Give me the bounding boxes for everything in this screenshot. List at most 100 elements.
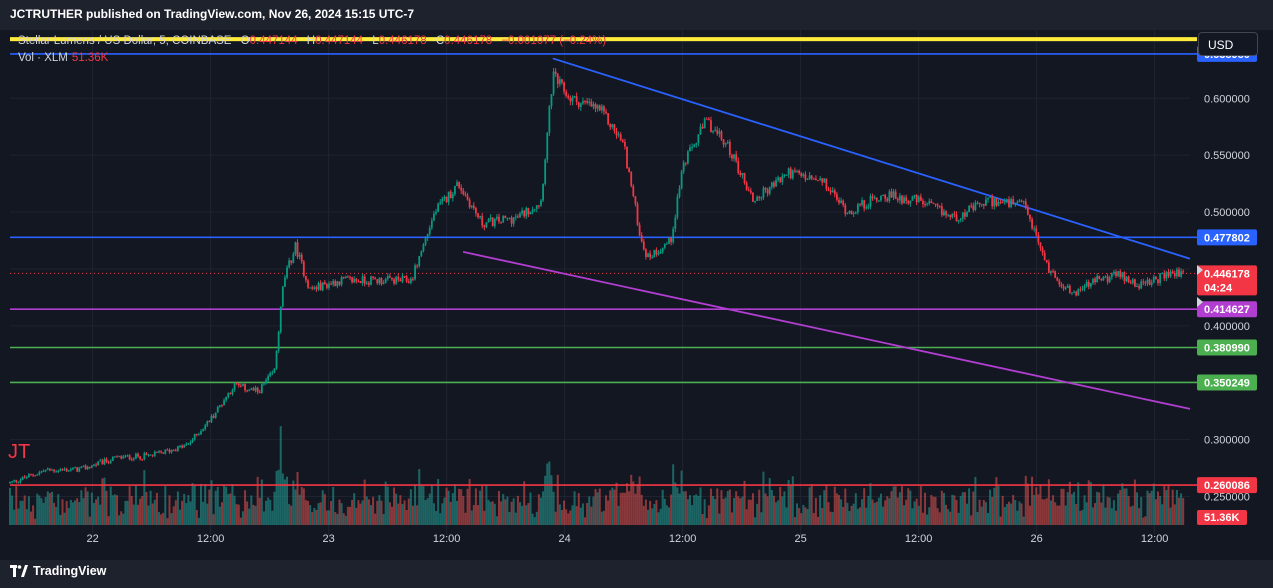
candle-body [206,421,209,426]
volume-bar [531,513,534,525]
candle-body [665,243,668,245]
volume-bar [151,503,154,525]
volume-label[interactable]: Vol · XLM [18,52,68,64]
symbol-name[interactable]: Stellar Lumens / US Dollar, 5, COINBASE [18,35,232,47]
candle-body [1136,286,1138,288]
candle-body [905,197,908,201]
volume-bar [1073,491,1076,525]
volume-bar [498,491,501,525]
candle-body [707,119,710,121]
time-axis: 22 12:00 23 12:00 24 12:00 25 12:00 26 12:00 [86,533,1168,545]
volume-bar [840,499,843,525]
currency-button[interactable]: USD [1198,32,1258,56]
volume-bar [560,510,563,525]
volume-bar [655,500,658,525]
volume-bar [128,486,131,525]
candle-body [594,104,597,109]
candle-body [1079,289,1082,291]
candle-body [985,199,987,206]
candle-body [231,389,234,394]
candle-body [890,191,893,198]
candle-body [932,203,935,205]
candle-body [292,253,295,263]
volume-bar [304,500,307,525]
volume-bar [321,490,324,525]
candle-body [785,174,788,176]
high-label: H [306,35,316,47]
volume-bar [29,511,32,525]
volume-bar [103,477,106,525]
volume-bar [768,478,771,525]
volume-bar [116,495,119,525]
candle-body [565,91,568,97]
volume-bar [88,516,91,525]
volume-bar [1148,493,1151,525]
candle-body [1003,201,1006,203]
volume-bar [665,505,668,525]
volume-bar [204,484,207,525]
candle-body [388,276,391,278]
volume-bar [447,490,450,525]
candle-body [328,283,330,288]
scroll-right-icon[interactable] [1197,265,1203,275]
volume-bar [863,488,866,525]
volume-bar [571,505,574,525]
candle-body [451,194,454,199]
candle-body [924,204,926,206]
volume-bar [141,496,144,525]
candle-body [714,130,717,132]
volume-bar [871,499,874,525]
candle-body [409,278,412,283]
volume-bar [15,485,18,525]
volume-bar [61,499,64,525]
candle-body [756,196,759,201]
volume-bar [397,503,400,525]
volume-bar [884,500,887,525]
volume-bar [9,487,11,525]
tradingview-logo[interactable]: TradingView [10,564,106,578]
volume-bar [19,500,22,525]
volume-bar [111,495,114,525]
candle-body [819,178,822,181]
candle-body [135,453,137,459]
candle-body [95,464,97,466]
candle-body [928,201,931,204]
volume-bar [1175,489,1178,525]
volume-bar [382,514,385,525]
volume-bar [122,513,125,525]
candle-body [36,474,39,476]
volume-bar [500,501,503,525]
candle-body [391,277,393,280]
candle-body [1026,208,1029,215]
volume-bar [1085,502,1088,525]
volume-bar [1133,479,1136,525]
candle-body [989,196,991,198]
candle-body [842,200,845,206]
candle-body [873,197,876,199]
candle-body [886,198,889,201]
volume-bar [456,500,459,525]
scroll-right-icon-2[interactable] [1197,297,1203,307]
volume-bar [252,504,255,525]
volume-bar [380,500,383,525]
candle-body [621,140,624,142]
candle-body [317,282,320,290]
candle-body [672,228,675,243]
volume-bar [149,490,152,525]
volume-bar [294,489,297,525]
volume-bar [193,485,196,525]
volume-bar [1003,507,1006,525]
volume-bar [842,506,845,525]
volume-bar [877,497,880,525]
volume-bar [1154,499,1157,525]
volume-bar [409,489,412,525]
candle-body [1142,281,1145,283]
candle-body [699,126,702,135]
candle-body [426,234,429,238]
volume-bar [844,488,847,525]
candle-body [212,415,215,418]
candle-body [1119,271,1122,278]
candle-body [861,200,863,205]
volume-bar [470,510,473,525]
